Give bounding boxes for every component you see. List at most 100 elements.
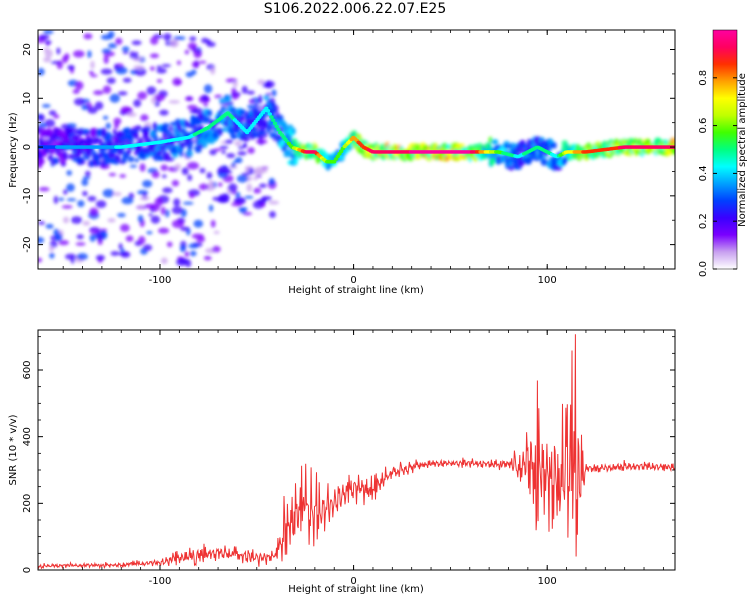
spectrogram-cell — [131, 40, 142, 46]
spectrogram-cell — [177, 36, 186, 40]
spectrogram-cell — [87, 195, 97, 202]
spectrogram-cell — [166, 241, 173, 248]
spectrogram-cell — [198, 60, 207, 64]
spectrogram-cell — [89, 207, 99, 217]
spectrogram-cell — [238, 109, 247, 115]
spectrogram-cell — [89, 70, 94, 75]
spectrogram-cell — [83, 33, 93, 40]
spectrogram-cell — [139, 163, 146, 172]
colorbar-frame — [712, 29, 738, 270]
spectrogram-cell — [122, 77, 132, 83]
spectrogram-cell — [198, 183, 209, 191]
spectrogram-cell — [150, 215, 161, 224]
spectrogram-cell — [73, 50, 85, 58]
spectrogram-cell — [174, 163, 181, 170]
spectrogram-cell — [83, 128, 91, 135]
spectrogram-cell — [191, 61, 200, 68]
snr-y-tick-label: 400 — [22, 427, 33, 446]
colorbar-label: Normalized spectral amplitude — [737, 73, 748, 227]
spectrogram-cell — [247, 147, 255, 154]
spectrogram-cell — [46, 127, 52, 135]
spectrogram-cell — [291, 127, 296, 135]
spectrogram-cell — [55, 233, 63, 242]
spectrogram-x-tick-label: 0 — [350, 275, 356, 286]
spectrogram-cell — [189, 36, 197, 42]
spectrogram-cell — [214, 94, 223, 99]
spectrogram-cell — [63, 189, 68, 195]
spectrogram-cell — [143, 244, 153, 251]
spectrogram-cell — [66, 123, 77, 128]
spectrogram-cell — [89, 227, 100, 235]
spectrogram-cell — [113, 63, 119, 71]
chart-title: S106.2022.006.22.07.E25 — [263, 1, 447, 17]
spectrogram-cell — [102, 188, 115, 198]
spectrogram-cell — [236, 174, 249, 183]
spectrogram-y-tick-label: -20 — [22, 236, 33, 252]
spectrogram-cell — [134, 125, 142, 131]
spectrogram-cell — [259, 183, 267, 188]
snr-x-tick-label: -100 — [149, 576, 172, 587]
spectrogram-cell — [76, 234, 84, 240]
spectrogram-cell — [201, 94, 209, 102]
spectrogram-cell — [159, 109, 169, 116]
spectrogram-cell — [312, 144, 318, 150]
spectrogram-cell — [185, 149, 193, 158]
spectrogram-cell — [187, 161, 199, 170]
spectrogram-y-tick-label: -10 — [22, 188, 33, 204]
spectrogram-cell — [160, 164, 168, 171]
spectrogram-cell — [152, 122, 158, 130]
spectrogram-cell — [237, 145, 244, 150]
spectrogram-cell — [184, 96, 194, 101]
snr-y-tick-label: 200 — [22, 494, 33, 513]
spectrogram-cell — [180, 226, 190, 232]
spectrogram-cell — [246, 90, 255, 95]
spectrogram-cell — [151, 171, 160, 179]
snr-x-tick-label: 0 — [350, 576, 356, 587]
spectrogram-cell — [87, 137, 94, 145]
spectrogram-cell — [164, 209, 170, 218]
colorbar-tick-label: 0.2 — [698, 213, 709, 229]
spectrogram-cell — [233, 159, 239, 164]
spectrogram-cell — [103, 55, 109, 64]
spectrogram-cell — [102, 115, 109, 120]
spectrogram-cell — [248, 99, 255, 104]
spectrogram-cell — [246, 183, 253, 192]
spectrogram-cell — [203, 255, 212, 261]
spectrogram-y-tick-label: 10 — [22, 92, 33, 105]
spectrogram-cell — [50, 60, 61, 65]
spectrogram-cell — [173, 198, 181, 207]
spectrogram-cell — [115, 37, 123, 45]
spectrogram-cell — [154, 102, 160, 107]
spectrogram-x-tick-label: 100 — [538, 275, 557, 286]
spectrogram-cell — [156, 65, 162, 69]
snr-x-tick-label: 100 — [538, 576, 557, 587]
spectrogram-cell — [81, 104, 89, 111]
spectrogram-cell — [161, 174, 167, 179]
spectrogram-cell — [208, 204, 214, 212]
spectrogram-cell — [63, 155, 69, 160]
spectrogram-cell — [540, 158, 549, 166]
spectrogram-cell — [262, 166, 268, 173]
spectrogram-cell — [538, 152, 544, 160]
spectrogram-cell — [72, 89, 80, 94]
spectrogram-cell — [139, 196, 150, 201]
spectrogram-cell — [137, 91, 148, 100]
snr-y-tick-label: 600 — [22, 360, 33, 379]
spectrogram-cell — [189, 139, 194, 146]
spectrogram-cell — [94, 136, 100, 144]
spectrogram-cell — [530, 151, 537, 157]
spectrogram-cell — [115, 154, 121, 162]
snr-x-label: Height of straight line (km) — [288, 584, 424, 595]
colorbar-tick-label: 0.6 — [698, 118, 709, 134]
spectrogram-cell — [239, 115, 245, 121]
spectrogram-cell — [176, 60, 181, 66]
spectrogram-y-tick-label: 20 — [22, 43, 33, 56]
spectrogram-cell — [188, 243, 199, 249]
spectrogram-cell — [82, 176, 91, 180]
spectrogram-cell — [42, 104, 51, 108]
snr-y-tick-label: 0 — [22, 567, 33, 573]
spectrogram-cell — [79, 159, 86, 165]
spectrogram-cell — [49, 252, 55, 259]
